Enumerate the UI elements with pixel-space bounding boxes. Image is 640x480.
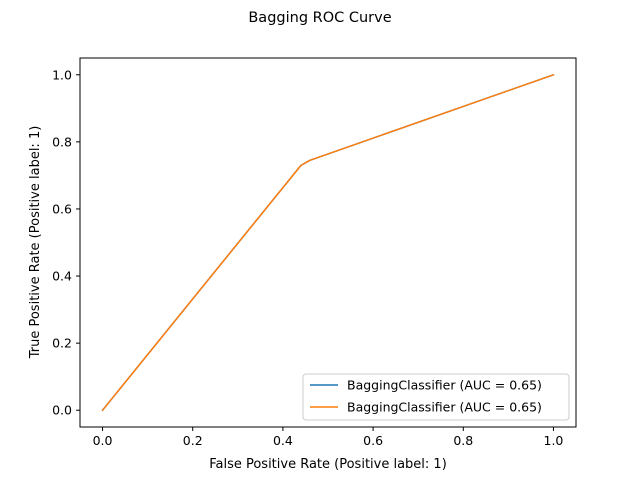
axes-frame: [79, 57, 577, 428]
series-layer: [101, 73, 555, 412]
plot-area: 0.0 0.2 0.4 0.6 0.8 1.0 0.0 0.2 0.4 0.6 0.8 1.0: [52, 57, 577, 448]
y-tick-label: 1.0: [52, 67, 72, 82]
y-tick-label: 0.0: [52, 403, 72, 418]
chart-title: Bagging ROC Curve: [248, 10, 391, 26]
x-axis-label: False Positive Rate (Positive label: 1): [209, 457, 447, 472]
y-axis-label: True Positive Rate (Positive label: 1): [28, 126, 43, 360]
x-tick-label: 0.0: [93, 433, 113, 448]
series-line-2: [101, 73, 555, 412]
x-axis-ticks: 0.0 0.2 0.4 0.6 0.8 1.0: [93, 427, 564, 448]
legend-label-1: BaggingClassifier (AUC = 0.65): [347, 378, 542, 393]
y-tick-label: 0.6: [52, 201, 72, 216]
x-tick-label: 0.8: [453, 433, 473, 448]
y-tick-label: 0.2: [52, 336, 72, 351]
legend-items: BaggingClassifier (AUC = 0.65) BaggingCla…: [310, 378, 542, 415]
legend-label-2: BaggingClassifier (AUC = 0.65): [347, 400, 542, 415]
series-line-1: [101, 73, 555, 412]
x-tick-label: 0.6: [363, 433, 383, 448]
x-tick-label: 1.0: [544, 433, 564, 448]
y-axis-ticks: 0.0 0.2 0.4 0.6 0.8 1.0: [52, 67, 80, 418]
y-tick-label: 0.8: [52, 134, 72, 149]
legend-box: [302, 373, 570, 421]
y-tick-label: 0.4: [52, 269, 72, 284]
legend: BaggingClassifier (AUC = 0.65) BaggingCla…: [302, 373, 570, 421]
x-tick-label: 0.4: [273, 433, 293, 448]
x-tick-label: 0.2: [183, 433, 203, 448]
